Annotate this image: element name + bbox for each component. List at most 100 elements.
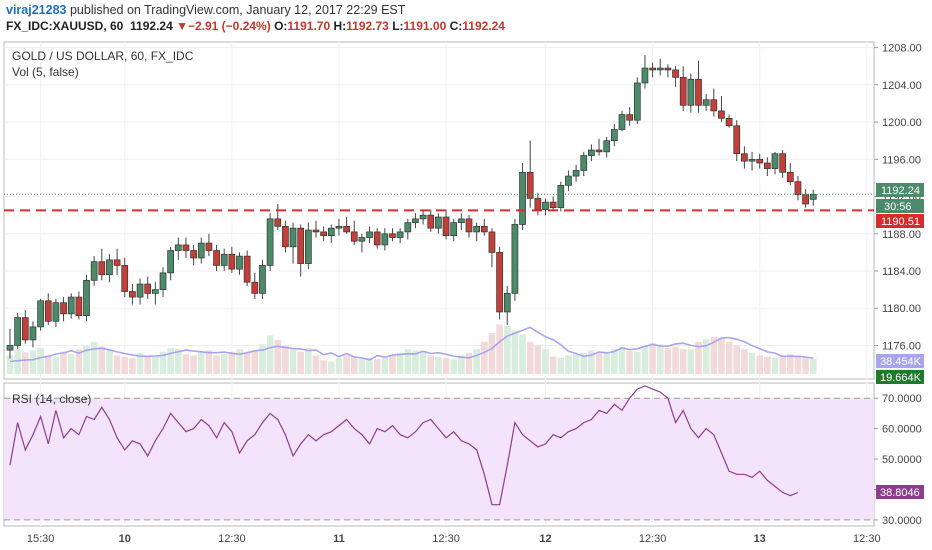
volume-bar — [152, 356, 159, 374]
candle-body — [90, 261, 98, 281]
volume-bar — [190, 355, 197, 374]
support-tag: 1190.51 — [876, 214, 924, 228]
price-tick-label: 1208.00 — [882, 43, 922, 55]
volume-bar — [458, 355, 465, 374]
volume-title: Vol (5, false) — [12, 65, 79, 79]
volume-bar — [450, 359, 457, 374]
volume-bar — [603, 351, 610, 374]
volume-bar — [305, 347, 312, 374]
rsi-tick-label: 70.0000 — [882, 393, 922, 405]
volume-bar — [756, 355, 763, 374]
volume-bar — [764, 356, 771, 374]
volume-bar — [465, 352, 473, 374]
candle-body — [549, 201, 557, 209]
volume-bar — [121, 356, 129, 374]
volume-bar — [205, 350, 213, 374]
candle-body — [113, 259, 121, 266]
volume-bar — [175, 349, 182, 374]
candle-body — [220, 253, 228, 266]
volume-bar — [197, 352, 205, 374]
volume-bar — [67, 354, 75, 374]
candle-body — [144, 283, 152, 294]
candle-body — [44, 300, 52, 322]
price-tick-label: 1184.00 — [882, 266, 921, 278]
volume-bar — [641, 345, 649, 374]
chart-canvas[interactable]: 1208.001204.001200.001196.001192.001188.… — [0, 38, 932, 550]
price-tick-label: 1204.00 — [882, 80, 922, 92]
volume-bar — [534, 345, 542, 374]
volume-tag-text: 19.664K — [880, 372, 922, 384]
candle-body — [305, 229, 312, 264]
volume-bar — [611, 349, 618, 374]
volume-bar — [565, 355, 572, 374]
volume-bar — [679, 349, 687, 374]
publish-line: viraj21283 published on TradingView.com,… — [6, 3, 405, 17]
time-tick-label: 12:30 — [432, 533, 460, 545]
time-tick-label: 12:30 — [853, 533, 881, 545]
candle-body — [174, 244, 182, 251]
volume-bar — [626, 350, 633, 374]
candle-body — [29, 326, 37, 341]
low-label: L: — [392, 19, 404, 33]
volume-bar — [664, 347, 672, 374]
axis-layer: 1208.001204.001200.001196.001192.001188.… — [27, 43, 922, 545]
price-tick-label: 1200.00 — [882, 117, 922, 129]
volume-bar — [488, 333, 496, 374]
candle-body — [243, 255, 251, 283]
candle-body — [312, 229, 320, 233]
candle-body — [656, 67, 664, 71]
candle-body — [572, 170, 580, 177]
candle-body — [297, 227, 305, 264]
candle-body — [710, 99, 718, 112]
volume-bar — [320, 360, 327, 374]
volume-bar — [733, 345, 741, 374]
volume-bar — [29, 350, 37, 374]
volume-bar — [6, 355, 14, 374]
volume-bar — [90, 341, 98, 374]
volume-bar — [649, 343, 656, 374]
candle-body — [534, 198, 542, 210]
candle-body — [763, 162, 771, 169]
candle-body — [809, 193, 817, 200]
volume-bar — [106, 350, 113, 374]
time-tick-label: 13 — [754, 533, 766, 545]
volume-bar — [419, 351, 427, 374]
candle-body — [60, 302, 67, 315]
candle-body — [488, 231, 496, 253]
candle-body — [266, 218, 274, 266]
volume-bar — [656, 344, 664, 374]
volume-bar — [52, 356, 60, 374]
candle-body — [213, 250, 220, 266]
volume-bar — [83, 346, 90, 374]
volume-layer — [6, 324, 817, 374]
candle-body — [182, 244, 190, 251]
candle-body — [610, 129, 618, 142]
rsi-tick-label: 60.0000 — [882, 424, 922, 436]
candle-body — [511, 224, 519, 294]
candle-body — [358, 237, 366, 242]
candle-body — [67, 296, 75, 315]
last-price: 1192.24 — [130, 19, 173, 33]
candle-body — [335, 225, 343, 229]
volume-bar — [75, 349, 83, 374]
author-link[interactable]: viraj21283 — [6, 3, 67, 17]
time-tick-label: 11 — [333, 533, 345, 545]
rsi-tick-label: 30.0000 — [882, 515, 922, 527]
candle-body — [136, 283, 144, 298]
volume-bar — [373, 359, 381, 374]
candle-body — [412, 218, 419, 223]
high-value: 1192.73 — [346, 19, 389, 33]
candle-body — [75, 296, 83, 317]
candle-body — [695, 78, 702, 106]
candle-body — [435, 216, 442, 229]
candle-body — [779, 153, 787, 173]
volume-bar — [251, 351, 259, 374]
volume-bar — [572, 354, 580, 374]
chart-title: GOLD / US DOLLAR, 60, FX_IDC — [12, 49, 194, 63]
ohlc-line: FX_IDC:XAUUSD, 60 1192.24 ▼−2.91 (−0.24%… — [6, 19, 505, 33]
candle-body — [588, 149, 595, 156]
candle-body — [473, 225, 480, 233]
volume-bar — [435, 356, 442, 374]
candle-body — [52, 302, 60, 322]
candle-body — [159, 272, 167, 290]
